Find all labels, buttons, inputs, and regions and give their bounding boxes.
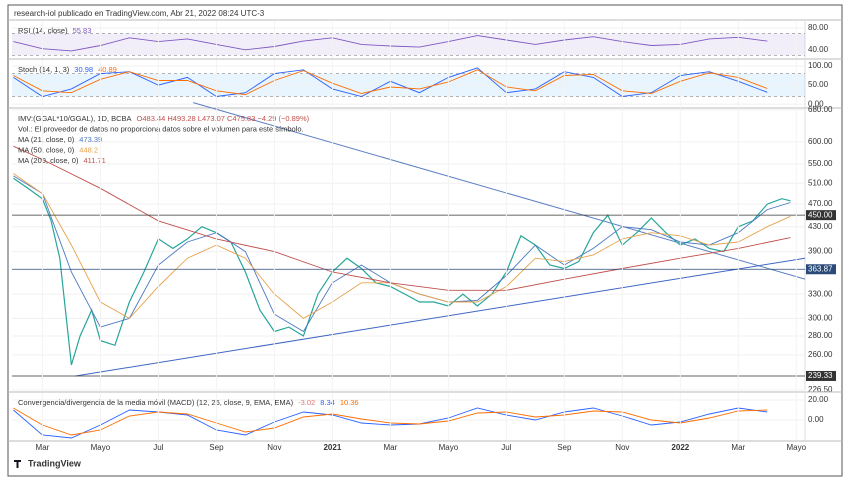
legend-text: O483.44 H493.28 L473.07 C475.83 −4.29 (−… — [137, 114, 310, 123]
legend-text: MA (21, close, 0) — [18, 135, 75, 144]
x-tick-label: Mayo — [91, 443, 111, 452]
x-tick-label: Nov — [267, 443, 281, 452]
legend-text: 473.39 — [79, 135, 102, 144]
legend-text: 448.2 — [79, 145, 98, 154]
y-tick-label: 80.00 — [808, 23, 829, 32]
trendline — [193, 102, 806, 280]
y-tick-label: 390.00 — [808, 247, 833, 256]
y-tick-label: 680.00 — [808, 105, 833, 114]
legend-text: 8.34 — [320, 398, 335, 407]
x-tick-label: Mar — [36, 443, 50, 452]
logo — [14, 460, 21, 468]
y-tick-label: 280.00 — [808, 331, 833, 340]
legend-text: MA (200, close, 0) — [18, 156, 79, 165]
y-tick-label: 226.50 — [808, 385, 833, 394]
frame — [7, 4, 843, 477]
y-tick-label: 600.00 — [808, 137, 833, 146]
legend-text: Vol.: El proveedor de datos no proporcio… — [18, 124, 304, 133]
y-tick-label: 470.00 — [808, 199, 833, 208]
x-tick-label: Mayo — [787, 443, 807, 452]
legend-text: -3.02 — [298, 398, 315, 407]
y-tick-label: 430.00 — [808, 222, 833, 231]
y-tick-label: 510.00 — [808, 178, 833, 187]
legend-text: 10.36 — [340, 398, 359, 407]
legend-text: 40.89 — [98, 65, 117, 74]
y-tick-label: 550.00 — [808, 159, 833, 168]
x-tick-label: Sep — [209, 443, 224, 452]
legend-text: Convergencia/divergencia de la media móv… — [18, 398, 294, 407]
band — [12, 33, 805, 56]
level-tag — [806, 370, 836, 381]
trendline — [75, 257, 806, 377]
level-label: 239.33 — [808, 371, 833, 380]
header: research-iol publicado en TradingView.co… — [14, 9, 265, 18]
y-tick-label: 0.00 — [808, 99, 824, 108]
level-tag — [806, 264, 836, 275]
y-tick-label: 0.00 — [808, 415, 824, 424]
legend-text: IMV:(GGAL*10/GGAL), 1D, BCBA — [18, 114, 132, 123]
x-tick-label: Mar — [731, 443, 745, 452]
y-tick-label: 300.00 — [808, 314, 833, 323]
y-tick-label: 40.00 — [808, 45, 829, 54]
legend-text: 30.98 — [74, 65, 93, 74]
footer: TradingView — [28, 458, 82, 468]
legend-text: MA (50, close, 0) — [18, 145, 75, 154]
level-label: 450.00 — [808, 210, 833, 219]
y-tick-label: 50.00 — [808, 80, 829, 89]
x-tick-label: Mayo — [439, 443, 459, 452]
y-tick-label: 100.00 — [808, 61, 833, 70]
series-line — [13, 173, 791, 319]
x-tick-label: Sep — [557, 443, 572, 452]
y-tick-label: 260.00 — [808, 350, 833, 359]
legend-text: 55.83 — [73, 26, 92, 35]
y-tick-label: 20.00 — [808, 395, 829, 404]
legend-text: RSI (14, close) — [18, 26, 68, 35]
y-tick-label: 330.00 — [808, 289, 833, 298]
x-tick-label: Jul — [501, 443, 511, 452]
legend-text: Stoch (14, 1, 3) — [18, 65, 70, 74]
level-tag — [806, 210, 836, 221]
x-tick-label: 2022 — [671, 443, 689, 452]
x-tick-label: Nov — [615, 443, 629, 452]
x-tick-label: Jul — [153, 443, 163, 452]
level-label: 363.87 — [808, 264, 833, 273]
x-tick-label: Mar — [383, 443, 397, 452]
x-tick-label: 2021 — [323, 443, 341, 452]
legend-text: 411.71 — [83, 156, 105, 165]
